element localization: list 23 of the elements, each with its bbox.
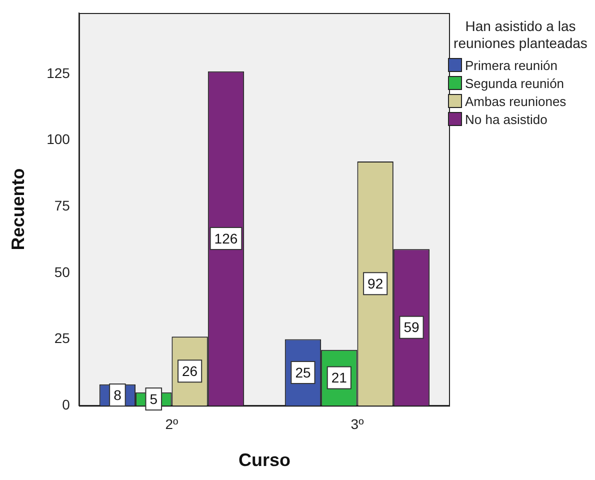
data-label: 26 [182,362,198,379]
y-axis-title: Recuento [8,168,28,250]
legend-label: Ambas reuniones [465,94,566,108]
legend-title: Han asistido a las reuniones planteadas [452,18,588,52]
y-tick-label: 0 [62,396,70,412]
y-tick-label: 75 [54,198,70,214]
x-tick-label: 2º [165,416,178,432]
data-label: 25 [295,364,311,380]
x-axis-title: Curso [238,450,290,470]
legend-label: No ha asistido [465,112,548,126]
y-tick-label: 100 [46,131,70,148]
data-label: 5 [150,390,158,407]
y-tick-label: 25 [54,330,70,346]
data-label: 92 [368,275,384,292]
data-label: 59 [404,319,420,336]
x-tick-label: 3º [350,416,364,432]
data-label: 126 [214,230,238,246]
y-tick-label: 50 [54,264,70,280]
data-label: 21 [331,370,348,386]
y-tick-label: 125 [46,64,70,81]
legend-label: Segunda reunión [465,76,564,90]
legend-label: Primera reunión [465,58,558,72]
data-label: 8 [114,386,122,403]
